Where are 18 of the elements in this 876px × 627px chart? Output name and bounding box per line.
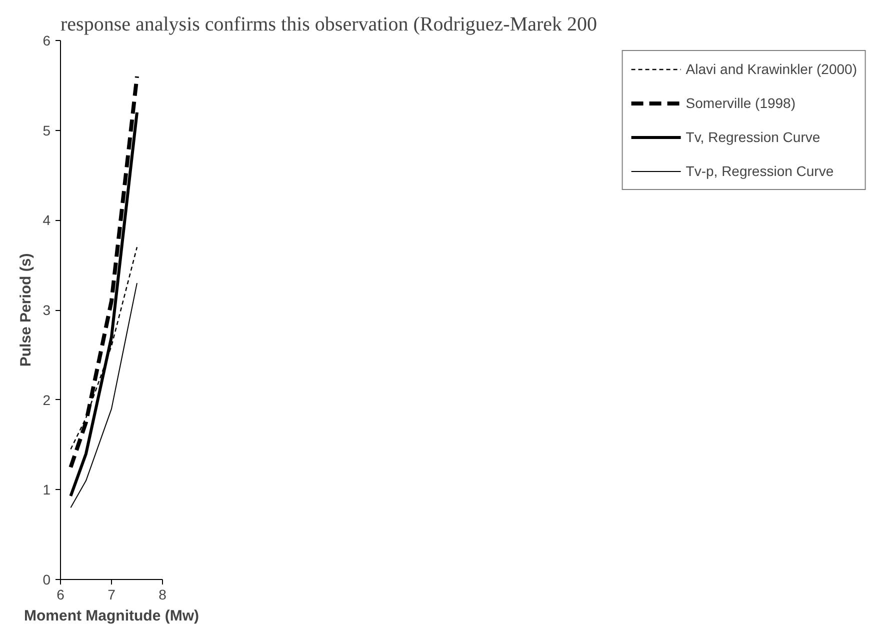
x-tick-label: 8 [158,586,167,602]
legend-label: Somerville (1998) [686,95,796,111]
x-tick-label: 7 [108,586,116,602]
legend-label: Tv-p, Regression Curve [686,163,834,179]
y-tick-label: 4 [42,212,51,228]
legend-label: Tv, Regression Curve [686,129,820,145]
x-axis-title: Moment Magnitude (Mw) [24,608,199,624]
y-tick-label: 3 [42,302,51,318]
x-tick-label: 6 [56,586,65,602]
y-tick-label: 0 [42,572,51,588]
y-axis-title: Pulse Period (s) [18,253,35,367]
y-tick-label: 6 [42,32,51,48]
y-tick-label: 5 [42,122,51,138]
y-tick-label: 1 [42,482,51,498]
text: response analysis confirms this observation (Rodriguez-Marek 200 [60,14,598,36]
line-series [70,282,138,508]
legend-label: Alavi and Krawinkler (2000) [686,61,857,77]
y-tick-label: 2 [42,392,51,408]
